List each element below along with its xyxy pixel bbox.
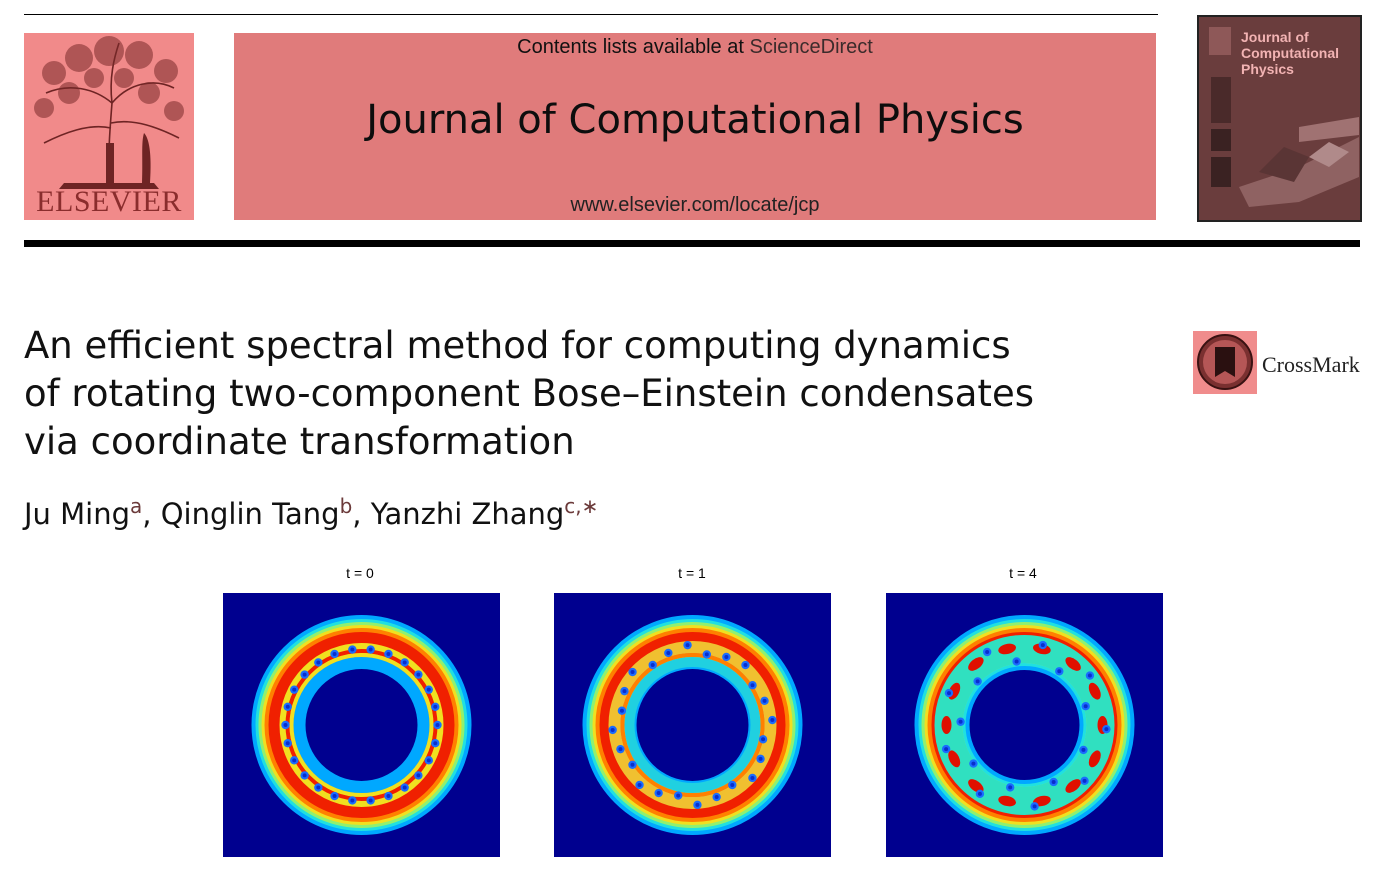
journal-banner: Contents lists available at ScienceDirec… <box>234 33 1156 220</box>
density-ring-image <box>582 615 803 835</box>
article-title-line-1: An efficient spectral method for computi… <box>24 324 1011 367</box>
density-plot-t0 <box>223 593 500 857</box>
density-ring-image <box>251 615 472 835</box>
author-separator: , <box>352 497 371 531</box>
header-bottom-rule <box>24 240 1360 247</box>
article-title-line-2: of rotating two-component Bose–Einstein … <box>24 372 1034 415</box>
author-name[interactable]: Ju Ming <box>24 497 131 531</box>
crossmark-label[interactable]: CrossMark <box>1262 352 1360 377</box>
header-top-rule <box>24 14 1158 15</box>
figure-panel-label: t = 0 <box>346 565 374 581</box>
author-separator: , <box>142 497 161 531</box>
contents-text: Contents lists available at <box>517 36 744 58</box>
author-affiliation-marker[interactable]: b <box>339 494 353 518</box>
elsevier-tree-icon <box>34 36 184 189</box>
journal-title[interactable]: Journal of Computational Physics <box>366 97 1024 143</box>
author-name[interactable]: Yanzhi Zhang <box>370 497 565 531</box>
figure-panel-label: t = 1 <box>678 565 706 581</box>
elsevier-wordmark: ELSEVIER <box>36 185 182 218</box>
cover-journal-title: Journal of Computational Physics <box>1241 29 1339 77</box>
crossmark-badge-icon <box>1197 334 1253 390</box>
density-plot-t1 <box>554 593 831 857</box>
density-plot-t4 <box>886 593 1163 857</box>
cover-art-icon <box>1209 27 1359 207</box>
crossmark-icon[interactable] <box>1193 331 1257 394</box>
author-list: Ju Minga, Qinglin Tangb, Yanzhi Zhangc,∗ <box>24 494 598 531</box>
journal-url-link[interactable]: www.elsevier.com/locate/jcp <box>570 194 820 216</box>
density-ring-image <box>914 615 1135 835</box>
sciencedirect-link[interactable]: ScienceDirect <box>749 36 873 58</box>
author-affiliation-marker[interactable]: a <box>130 494 143 518</box>
elsevier-logo[interactable]: ELSEVIER <box>24 33 194 220</box>
journal-cover-thumbnail[interactable]: Journal of Computational Physics <box>1197 15 1362 222</box>
article-title-line-3: via coordinate transformation <box>24 420 575 463</box>
figure-panel-label: t = 4 <box>1009 565 1037 581</box>
author-name[interactable]: Qinglin Tang <box>160 497 340 531</box>
contents-line: Contents lists available at ScienceDirec… <box>234 35 1156 59</box>
article-title: An efficient spectral method for computi… <box>24 322 1044 466</box>
author-affiliation-marker[interactable]: c,∗ <box>564 494 599 518</box>
